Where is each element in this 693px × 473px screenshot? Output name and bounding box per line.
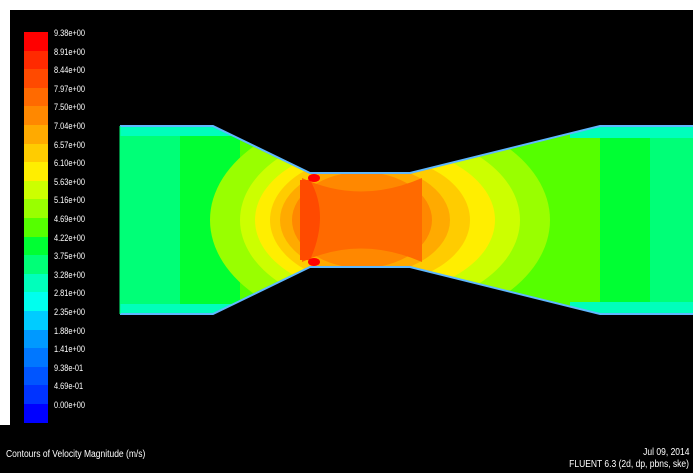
legend-swatch: [24, 87, 48, 107]
legend-swatch: [24, 273, 48, 293]
legend-swatch: [24, 143, 48, 163]
legend-swatch: [24, 348, 48, 368]
legend-swatch: [24, 292, 48, 312]
legend-swatch: [24, 199, 48, 219]
legend-label: 1.41e+00: [54, 344, 85, 355]
duct-domain: [120, 126, 693, 314]
graphics-viewport[interactable]: 9.38e+00 8.91e+00 8.44e+00 7.97e+00 7.50e+00…: [10, 10, 693, 425]
legend-label: 9.38e-01: [54, 362, 84, 373]
legend-label: 6.57e+00: [54, 139, 85, 150]
contour-band-8-44: [300, 180, 320, 260]
legend-label: 0.00e+00: [54, 400, 85, 410]
status-footer: Contours of Velocity Magnitude (m/s) Jul…: [0, 425, 693, 473]
solver-version: FLUENT 6.3 (2d, dp, pbns, ske): [569, 459, 689, 470]
legend-swatch: [24, 404, 48, 424]
legend-swatch: [24, 236, 48, 256]
legend-swatch: [24, 311, 48, 331]
legend-swatch: [24, 69, 48, 89]
legend-swatch: [24, 125, 48, 145]
plot-caption: Contours of Velocity Magnitude (m/s): [6, 449, 146, 460]
contour-band-9-38-bottom: [308, 258, 320, 266]
legend-label: 1.88e+00: [54, 325, 85, 336]
legend-label: 7.50e+00: [54, 102, 85, 113]
legend-swatch: [24, 366, 48, 386]
wall-layer-top-right: [570, 126, 693, 138]
legend-label: 5.63e+00: [54, 176, 85, 187]
legend-swatch: [24, 32, 48, 52]
velocity-contour-plot[interactable]: [10, 10, 693, 425]
color-legend: 9.38e+00 8.91e+00 8.44e+00 7.97e+00 7.50e+00…: [24, 28, 174, 424]
legend-label: 5.16e+00: [54, 195, 85, 206]
legend-label: 2.81e+00: [54, 288, 85, 299]
legend-label: 8.44e+00: [54, 65, 85, 76]
legend-label: 4.69e+00: [54, 214, 85, 224]
legend-label: 4.22e+00: [54, 232, 85, 243]
legend-swatch: [24, 106, 48, 126]
legend-label: 6.10e+00: [54, 158, 85, 169]
legend-label: 7.97e+00: [54, 83, 85, 94]
legend-swatch: [24, 180, 48, 200]
wall-layer-bottom-left: [120, 304, 240, 314]
duct-wall-top: [120, 125, 693, 174]
legend-swatch: [24, 255, 48, 275]
contour-band-9-38-top: [308, 174, 320, 182]
legend-label: 3.75e+00: [54, 251, 85, 262]
legend-swatch: [24, 50, 48, 70]
contour-band-7-97: [302, 178, 422, 262]
legend-label: 3.28e+00: [54, 269, 85, 280]
legend-label: 8.91e+00: [54, 46, 85, 57]
legend-label: 9.38e+00: [54, 28, 85, 38]
legend-swatch: [24, 329, 48, 349]
plot-date: Jul 09, 2014: [642, 447, 689, 458]
legend-label: 7.04e+00: [54, 121, 85, 131]
wall-layer-bottom-right: [570, 302, 693, 314]
legend-label: 4.69e-01: [54, 381, 84, 392]
legend-swatch: [24, 162, 48, 182]
wall-layer-top-left: [120, 126, 240, 136]
legend-swatch: [24, 385, 48, 405]
legend-label: 2.35e+00: [54, 307, 85, 317]
legend-swatch: [24, 218, 48, 238]
duct-wall-bottom: [120, 266, 693, 315]
